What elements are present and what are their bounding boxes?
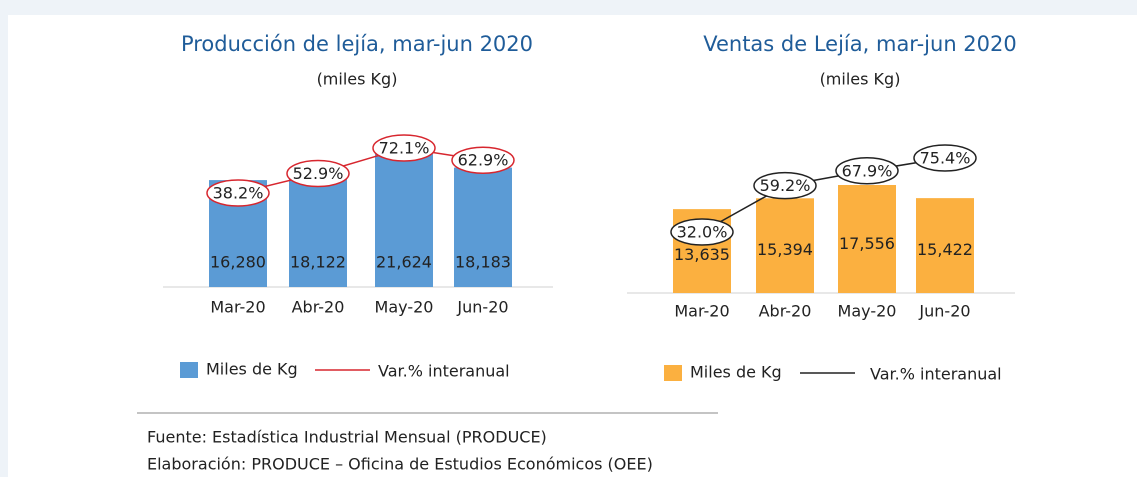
line-marker (372, 134, 436, 162)
x-tick-label: Abr-20 (292, 298, 345, 317)
data-label: 32.0% (677, 223, 728, 242)
x-tick-label: Abr-20 (759, 302, 812, 321)
x-tick-label: Jun-20 (456, 298, 508, 317)
chart-subtitle: (miles Kg) (317, 70, 398, 89)
data-label: 16,280 (210, 253, 266, 272)
line-marker (670, 218, 734, 246)
legend-label: Var.% interanual (378, 362, 510, 381)
x-tick-label: Mar-20 (674, 302, 729, 321)
legend-label: Miles de Kg (690, 363, 782, 382)
line-marker (451, 146, 515, 174)
data-label: 18,183 (455, 253, 511, 272)
x-tick-label: Mar-20 (210, 298, 265, 317)
bar (838, 185, 896, 293)
bar (756, 198, 814, 293)
line-marker (206, 179, 270, 207)
x-tick-label: May-20 (838, 302, 897, 321)
data-label: 75.4% (920, 149, 971, 168)
line (237, 147, 484, 194)
data-label: 17,556 (839, 234, 895, 253)
legend-label: Miles de Kg (206, 360, 298, 379)
data-label: 72.1% (379, 139, 430, 158)
data-label: 13,635 (674, 245, 730, 264)
source-line: Fuente: Estadística Industrial Mensual (… (147, 428, 547, 447)
legend-swatch (180, 362, 198, 378)
bar (289, 167, 347, 287)
bar (375, 145, 433, 287)
chart-title: Ventas de Lejía, mar-jun 2020 (703, 32, 1017, 56)
data-label: 38.2% (213, 184, 264, 203)
bar (454, 167, 512, 287)
line (701, 157, 946, 233)
legend-swatch (664, 365, 682, 381)
line-marker (913, 144, 977, 172)
line-marker (753, 171, 817, 200)
line-marker (835, 157, 899, 185)
line-marker (286, 159, 350, 188)
data-label: 59.2% (760, 176, 811, 195)
chart-subtitle: (miles Kg) (820, 70, 901, 89)
source-line: Elaboración: PRODUCE – Oficina de Estudi… (147, 455, 653, 474)
bar (916, 198, 974, 293)
data-label: 67.9% (842, 161, 893, 180)
legend-label: Var.% interanual (870, 365, 1002, 384)
data-label: 15,422 (917, 240, 973, 259)
x-tick-label: Jun-20 (918, 302, 970, 321)
data-label: 52.9% (293, 164, 344, 183)
chart-title: Producción de lejía, mar-jun 2020 (181, 32, 533, 56)
data-label: 21,624 (376, 253, 432, 272)
x-tick-label: May-20 (375, 298, 434, 317)
data-label: 62.9% (458, 151, 509, 170)
data-label: 18,122 (290, 253, 346, 272)
data-label: 15,394 (757, 240, 813, 259)
